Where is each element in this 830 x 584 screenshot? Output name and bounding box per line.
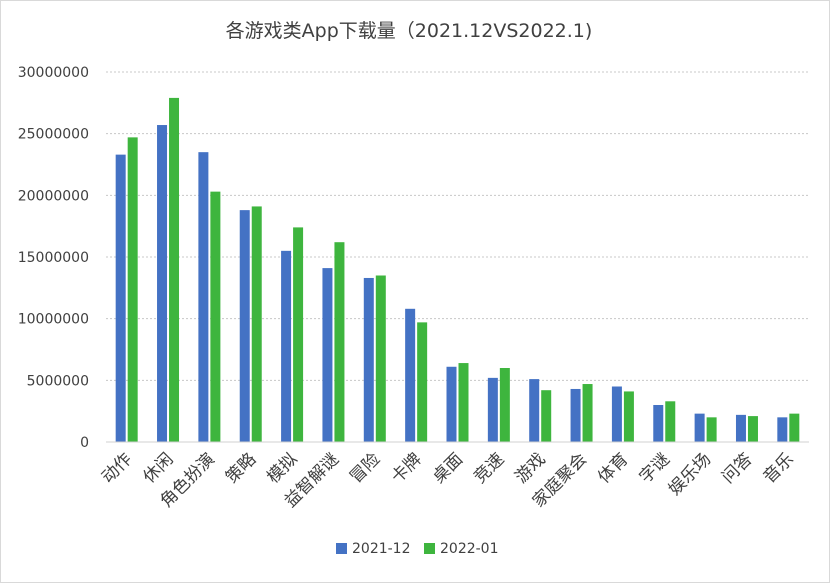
legend-swatch	[424, 543, 435, 554]
x-tick-label: 策略	[222, 449, 260, 487]
x-tick-label: 卡牌	[387, 449, 425, 487]
bar-2022-01-音乐	[789, 413, 800, 442]
x-tick-label: 体育	[594, 449, 632, 487]
y-tick-label: 20000000	[18, 188, 89, 204]
bar-2021-12-问答	[735, 414, 746, 442]
legend-label: 2022-01	[440, 541, 499, 557]
bar-2021-12-冒险	[363, 277, 374, 442]
bar-2021-12-策略	[239, 210, 250, 442]
x-axis-ticks: 动作 休闲角色扮演 策略 模拟益智解谜 冒险 卡牌 桌面 竞速 游戏家庭聚会 体育 字谜娱乐场 问答音…	[98, 449, 798, 511]
x-tick-label: 音乐	[760, 449, 798, 487]
x-tick-label: 娱乐场	[665, 449, 715, 499]
y-tick-label: 10000000	[18, 312, 89, 328]
bar-2022-01-桌面	[458, 363, 469, 442]
bar-2021-12-角色扮演	[198, 152, 209, 442]
bar-2021-12-体育	[611, 386, 622, 442]
y-tick-label: 25000000	[18, 127, 89, 143]
bar-2021-12-益智解谜	[322, 268, 333, 442]
bar-2021-12-竞速	[487, 377, 498, 442]
legend-swatch	[336, 543, 347, 554]
x-tick-label: 问答	[718, 449, 756, 487]
y-axis-ticks: 0 5000000 10000000 15000000 20000000 25000000…	[18, 65, 89, 451]
bar-2021-12-娱乐场	[694, 413, 705, 442]
legend: 2021-12 2022-01	[336, 541, 499, 557]
bar-2022-01-模拟	[293, 227, 304, 442]
bar-2022-01-动作	[127, 137, 138, 442]
x-tick-label: 桌面	[429, 449, 467, 487]
y-tick-label: 5000000	[27, 373, 89, 389]
bar-2022-01-游戏	[541, 390, 552, 442]
bar-2021-12-桌面	[446, 366, 457, 442]
bar-2022-01-娱乐场	[706, 417, 717, 442]
bar-2021-12-动作	[115, 154, 126, 442]
bar-2022-01-体育	[623, 391, 634, 442]
x-tick-label: 竞速	[470, 449, 508, 487]
bar-2021-12-家庭聚会	[570, 388, 581, 442]
bar-2022-01-卡牌	[417, 322, 428, 442]
y-tick-label: 15000000	[18, 250, 89, 266]
bar-2021-12-字谜	[653, 405, 664, 442]
bar-2022-01-益智解谜	[334, 242, 345, 442]
bar-2022-01-冒险	[375, 275, 386, 442]
chart-title: 各游戏类App下载量（2021.12VS2022.1)	[226, 20, 593, 42]
gridlines	[106, 71, 809, 381]
bar-2022-01-家庭聚会	[582, 384, 593, 442]
x-tick-label: 冒险	[346, 449, 384, 487]
y-tick-label: 30000000	[18, 65, 89, 81]
bar-2022-01-休闲	[169, 97, 180, 443]
legend-label: 2021-12	[352, 541, 411, 557]
bar-2021-12-游戏	[529, 379, 540, 442]
bar-2022-01-角色扮演	[210, 191, 221, 442]
x-tick-label: 动作	[98, 449, 136, 487]
bar-2022-01-策略	[251, 206, 262, 442]
bars	[115, 97, 800, 443]
y-tick-label: 0	[80, 435, 89, 451]
bar-2022-01-字谜	[665, 401, 676, 442]
bar-2021-12-卡牌	[405, 308, 416, 442]
bar-2022-01-竞速	[499, 368, 510, 442]
bar-2021-12-模拟	[281, 250, 292, 442]
bar-2022-01-问答	[747, 416, 758, 442]
bar-2021-12-休闲	[157, 125, 168, 443]
bar-2021-12-音乐	[777, 417, 788, 442]
